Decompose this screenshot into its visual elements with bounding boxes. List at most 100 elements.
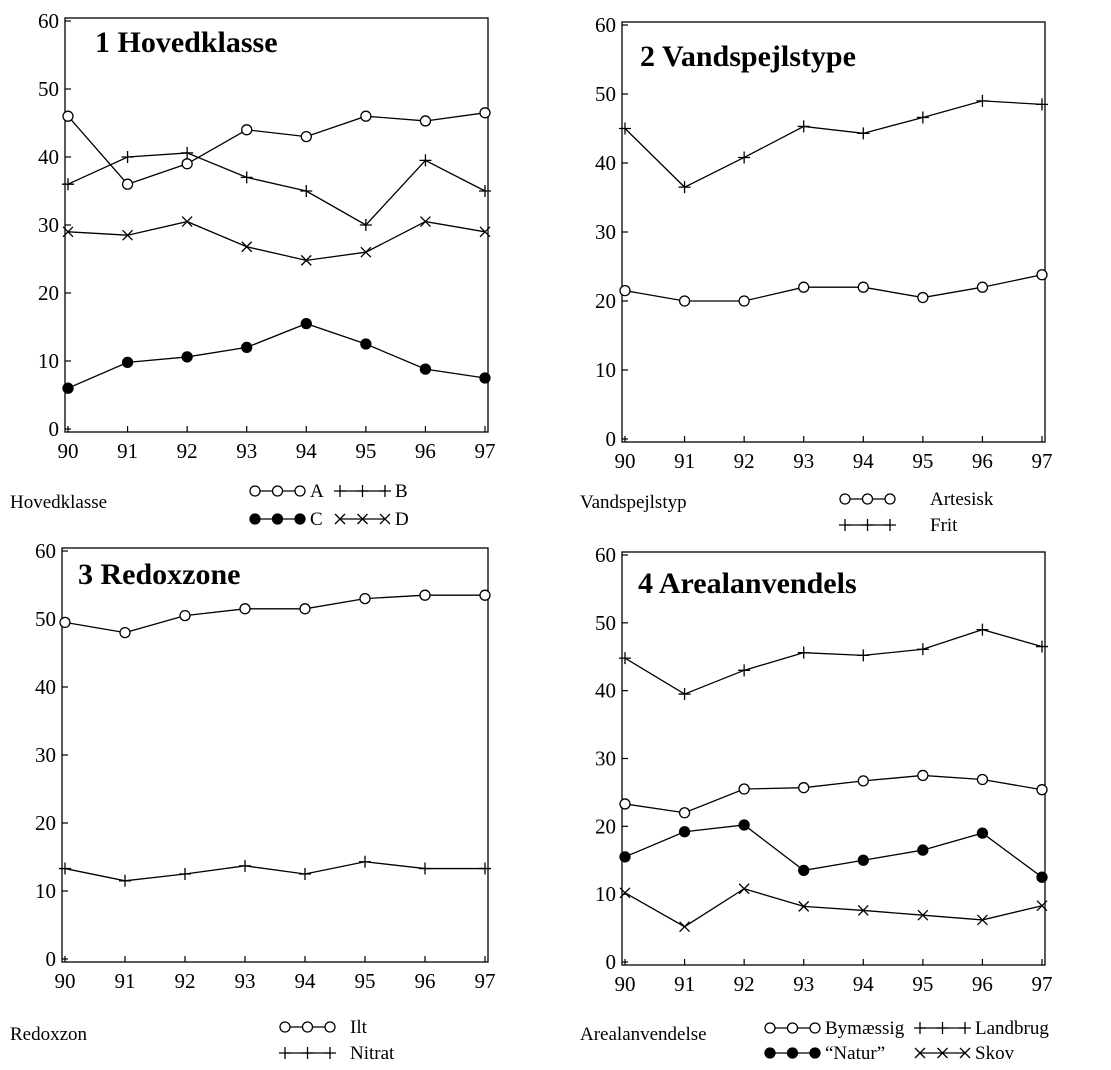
- x-tick-label: 97: [475, 439, 496, 463]
- data-point: [976, 281, 989, 293]
- data-point: [299, 603, 311, 615]
- y-tick-label: 60: [595, 13, 616, 37]
- y-tick-label: 0: [606, 950, 617, 974]
- x-tick-label: 90: [615, 449, 636, 473]
- legend-marker: [839, 519, 851, 531]
- data-point: [976, 773, 989, 786]
- data-point: [359, 855, 371, 868]
- legend-marker: [357, 513, 368, 525]
- data-point: [419, 363, 432, 375]
- data-point: [679, 921, 691, 933]
- data-point: [121, 178, 134, 190]
- series-line: [67, 152, 486, 226]
- x-tick-label: 96: [972, 972, 993, 996]
- series-A: [62, 107, 491, 190]
- data-point: [419, 862, 431, 875]
- data-point: [797, 120, 810, 133]
- data-point: [917, 844, 929, 856]
- data-point: [419, 115, 432, 127]
- legend-marker: [379, 485, 391, 497]
- x-tick-label: 96: [415, 969, 436, 993]
- y-tick-label: 50: [38, 77, 59, 101]
- legend-entry: C: [249, 509, 323, 530]
- legend-label: Artesisk: [930, 489, 994, 510]
- legend-label: Frit: [930, 515, 958, 536]
- x-tick-label: 94: [853, 972, 875, 996]
- y-tick-label: 10: [38, 349, 59, 373]
- x-tick-label: 92: [734, 972, 755, 996]
- x-tick-label: 91: [117, 439, 138, 463]
- x-tick-label: 97: [475, 969, 496, 993]
- data-point: [797, 646, 810, 659]
- y-tick-label: 10: [35, 879, 56, 903]
- legend-entry: A: [249, 481, 324, 502]
- data-point: [857, 281, 869, 293]
- legend-entry: B: [334, 481, 408, 502]
- legend-marker: [249, 513, 261, 525]
- data-point: [916, 111, 929, 124]
- legend-marker: [914, 1022, 926, 1034]
- data-point: [181, 216, 193, 228]
- legend-label: Ilt: [350, 1017, 368, 1038]
- x-tick-label: 94: [295, 969, 317, 993]
- y-tick-label: 30: [38, 213, 59, 237]
- legend-entry: Bymæssig: [764, 1018, 905, 1039]
- y-tick-label: 60: [35, 539, 56, 563]
- data-point: [916, 643, 929, 656]
- legend-label: Bymæssig: [825, 1018, 905, 1039]
- series-B: [62, 146, 491, 231]
- data-point: [1036, 640, 1048, 653]
- legend-marker: [936, 1022, 949, 1034]
- data-point: [917, 769, 929, 782]
- plot-frame: [621, 21, 1046, 443]
- legend-label: Skov: [975, 1043, 1015, 1064]
- legend-title: Hovedklasse: [10, 492, 107, 513]
- data-point: [241, 241, 253, 253]
- series-Artesisk: [619, 269, 1048, 307]
- data-point: [121, 151, 134, 163]
- data-point: [678, 826, 691, 838]
- legend-entry: Skov: [914, 1043, 1015, 1064]
- y-tick-label: 20: [35, 811, 56, 835]
- data-point: [59, 616, 71, 629]
- data-point: [179, 609, 191, 622]
- series-line: [624, 274, 1043, 302]
- chart-title: 4 Arealanvendels: [638, 567, 857, 600]
- data-point: [419, 216, 431, 228]
- data-point: [119, 626, 131, 639]
- data-point: [240, 171, 253, 184]
- x-tick-label: 93: [793, 449, 814, 473]
- chart-title: 1 Hovedklasse: [95, 26, 278, 59]
- legend-marker: [324, 1047, 336, 1059]
- data-point: [678, 807, 691, 819]
- legend-entry: Landbrug: [914, 1018, 1049, 1039]
- series-“Natur”: [619, 819, 1048, 883]
- data-point: [619, 851, 631, 863]
- x-tick-label: 90: [55, 969, 76, 993]
- legend-title: Vandspejlstyp: [580, 492, 687, 513]
- data-point: [678, 295, 691, 307]
- x-tick-label: 90: [58, 439, 79, 463]
- y-tick-label: 30: [595, 747, 616, 771]
- series-Landbrug: [619, 623, 1048, 701]
- series-line: [624, 824, 1043, 878]
- legend-label: “Natur”: [825, 1043, 885, 1064]
- legend-marker: [279, 1021, 291, 1033]
- legend-marker: [764, 1047, 776, 1059]
- legend-marker: [884, 519, 896, 531]
- series-Bymæssig: [619, 769, 1048, 819]
- series-line: [67, 220, 486, 262]
- data-point: [738, 664, 751, 677]
- data-point: [479, 226, 491, 238]
- chart-panel-2: 0 10 20 30 40 50 60 90 91 92 93 94 95 96 97 2 Vandspejl…: [580, 13, 1053, 536]
- x-tick-label: 92: [177, 439, 198, 463]
- x-tick-label: 97: [1032, 449, 1053, 473]
- legend-marker: [249, 485, 261, 497]
- x-tick-label: 94: [853, 449, 875, 473]
- y-tick-label: 10: [595, 358, 616, 382]
- y-tick-label: 60: [595, 543, 616, 567]
- series-line: [624, 100, 1043, 188]
- legend-entry: Frit: [839, 515, 958, 536]
- data-point: [62, 110, 74, 122]
